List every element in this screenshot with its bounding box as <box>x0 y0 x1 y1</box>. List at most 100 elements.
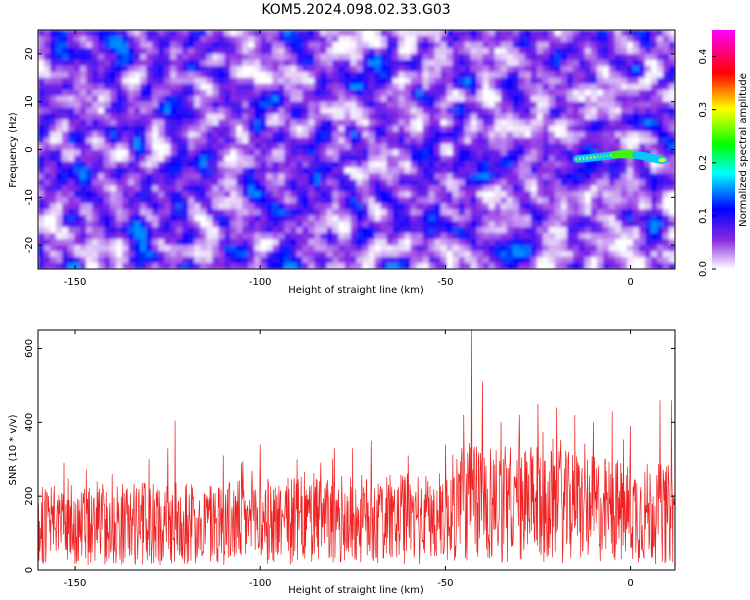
heatmap-cell <box>44 71 51 79</box>
heatmap-cell <box>38 107 45 115</box>
heatmap-cell <box>200 263 207 269</box>
heatmap-cell <box>350 257 358 264</box>
heatmap-cell <box>392 30 400 37</box>
heatmap-cell <box>338 131 346 139</box>
heatmap-cell <box>68 41 75 49</box>
heatmap-cell <box>134 47 141 55</box>
heatmap-cell <box>62 95 69 103</box>
heatmap-cell <box>56 83 63 91</box>
heatmap-cell <box>488 59 496 67</box>
heatmap-cell <box>350 149 358 157</box>
heatmap-cell <box>578 59 586 67</box>
heatmap-cell <box>344 125 352 133</box>
heatmap-cell <box>38 263 45 269</box>
heatmap-cell <box>368 167 376 174</box>
heatmap-cell <box>530 209 538 216</box>
heatmap-cell <box>518 251 526 258</box>
heatmap-cell <box>386 53 394 61</box>
heatmap-cell <box>626 185 634 192</box>
heatmap-cell <box>290 173 298 180</box>
heatmap-cell <box>212 239 219 246</box>
heatmap-cell <box>296 215 304 222</box>
heatmap-cell <box>524 149 532 157</box>
heatmap-cell <box>602 119 610 127</box>
heatmap-cell <box>206 59 213 67</box>
heatmap-cell <box>272 77 279 85</box>
heatmap-cell <box>278 59 285 67</box>
heatmap-cell <box>566 41 574 49</box>
heatmap-cell <box>398 173 406 180</box>
heatmap-cell <box>494 149 502 157</box>
heatmap-cell <box>242 173 249 180</box>
heatmap-cell <box>368 251 376 258</box>
heatmap-cell <box>464 167 472 174</box>
heatmap-cell <box>596 53 604 61</box>
heatmap-cell <box>116 30 123 37</box>
colorbar-tick-label: 0.3 <box>698 102 709 118</box>
heatmap-cell <box>404 233 412 240</box>
heatmap-cell <box>116 95 123 103</box>
heatmap-cell <box>188 30 195 37</box>
heatmap-cell <box>164 131 171 139</box>
heatmap-cell <box>338 83 346 91</box>
heatmap-cell <box>500 131 508 139</box>
heatmap-cell <box>662 77 670 85</box>
heatmap-cell <box>140 245 147 252</box>
heatmap-cell <box>50 155 57 163</box>
heatmap-cell <box>434 251 442 258</box>
heatmap-cell <box>206 30 213 37</box>
heatmap-cell <box>272 167 279 174</box>
heatmap-cell <box>584 209 592 216</box>
heatmap-cell <box>494 125 502 133</box>
heatmap-cell <box>242 137 249 145</box>
heatmap-cell <box>50 95 57 103</box>
heatmap-cell <box>650 227 658 234</box>
heatmap-cell <box>386 77 394 85</box>
heatmap-cell <box>272 251 279 258</box>
heatmap-cell <box>626 107 634 115</box>
heatmap-cell <box>368 107 376 115</box>
bottom-y-axis-label: SNR (10 * v/v) <box>8 414 19 485</box>
heatmap-cell <box>272 107 279 115</box>
heatmap-cell <box>272 35 279 43</box>
heatmap-cell <box>482 233 490 240</box>
heatmap-cell <box>206 155 213 163</box>
heatmap-cell <box>248 179 255 186</box>
heatmap-cell <box>86 113 93 121</box>
heatmap-cell <box>488 233 496 240</box>
heatmap-cell <box>242 41 249 49</box>
heatmap-cell <box>182 227 189 234</box>
heatmap-cell <box>260 185 267 192</box>
heatmap-cell <box>626 89 634 97</box>
heatmap-cell <box>608 77 616 85</box>
heatmap-cell <box>386 47 394 55</box>
heatmap-cell <box>224 239 231 246</box>
heatmap-cell <box>590 239 598 246</box>
heatmap-cell <box>416 131 424 139</box>
heatmap-cell <box>548 245 556 252</box>
heatmap-cell <box>530 221 538 228</box>
heatmap-cell <box>170 185 177 192</box>
heatmap-cell <box>560 107 568 115</box>
heatmap-cell <box>314 251 322 258</box>
heatmap-cell <box>68 35 75 43</box>
heatmap-cell <box>476 185 484 192</box>
heatmap-cell <box>542 71 550 79</box>
heatmap-cell <box>572 131 580 139</box>
heatmap-cell <box>74 143 81 151</box>
heatmap-cell <box>596 191 604 198</box>
heatmap-cell <box>302 65 310 73</box>
heatmap-cell <box>566 59 574 67</box>
heatmap-cell <box>92 83 99 91</box>
heatmap-cell <box>296 245 304 252</box>
heatmap-cell <box>368 245 376 252</box>
heatmap-cell <box>374 125 382 133</box>
heatmap-cell <box>512 233 520 240</box>
heatmap-cell <box>494 71 502 79</box>
heatmap-cell <box>206 125 213 133</box>
heatmap-cell <box>626 143 634 151</box>
heatmap-cell <box>602 137 610 145</box>
heatmap-cell <box>128 215 135 222</box>
heatmap-cell <box>380 83 388 91</box>
